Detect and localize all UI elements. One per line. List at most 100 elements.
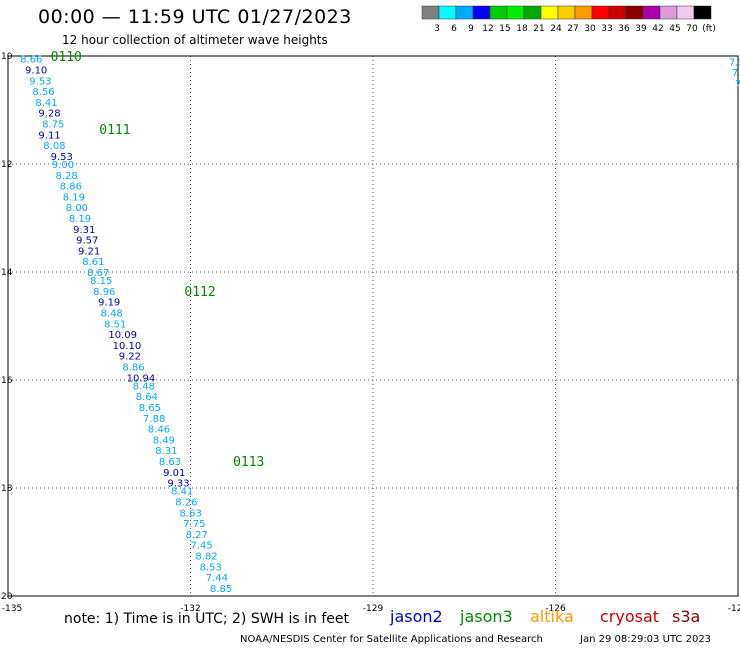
wave-height-label: 9.01 <box>163 468 185 479</box>
satellite-s3a: s3a <box>672 607 701 626</box>
wave-height-label: 8.08 <box>43 141 65 152</box>
plot-frame <box>7 55 739 597</box>
legend-swatch <box>659 5 678 20</box>
credit-line: NOAA/NESDIS Center for Satellite Applica… <box>240 634 543 645</box>
legend-swatch <box>455 5 474 20</box>
wave-height-label: 8.41 <box>171 487 193 498</box>
wave-height-label: 8.19 <box>69 214 91 225</box>
wave-height-label: 8.75 <box>42 120 64 131</box>
legend-label: 3 <box>434 24 440 34</box>
y-tick-label: 12 <box>1 160 12 170</box>
legend-swatch <box>676 5 695 20</box>
altimeter-tracks: 8.669.109.538.568.419.288.759.118.089.53… <box>20 50 740 595</box>
legend-swatch <box>625 5 644 20</box>
color-legend: 3 6 9 12 15 18 21 24 27 30 33 36 39 42 45 70 (ft) <box>421 5 716 34</box>
legend-label: 39 <box>635 24 647 34</box>
wave-height-label: 8.49 <box>153 435 175 446</box>
legend-swatch <box>642 5 661 20</box>
x-tick-label: -135 <box>2 604 22 614</box>
wave-height-label: 8.63 <box>180 508 202 519</box>
wave-height-label: 8.65 <box>139 403 161 414</box>
wave-height-label: 8.28 <box>55 171 77 182</box>
pass-time-label: 0111 <box>99 123 130 138</box>
legend-swatch <box>489 5 508 20</box>
wave-height-label: 9.53 <box>29 76 51 87</box>
wave-height-label: 7.32 <box>735 79 740 90</box>
legend-swatch <box>591 5 610 20</box>
wave-height-label: 7.88 <box>143 414 165 425</box>
wave-height-label: 8.96 <box>93 287 115 298</box>
wave-height-label: 9.00 <box>52 160 74 171</box>
wave-height-label: 8.41 <box>35 98 57 109</box>
y-tick-label: 10 <box>1 52 13 62</box>
x-tick-label: -132 <box>180 604 200 614</box>
wave-height-label: 9.19 <box>98 298 120 309</box>
wave-height-label: 9.33 <box>167 479 189 490</box>
legend-label: (ft) <box>702 24 716 34</box>
satellite-jason2: jason2 <box>390 607 443 626</box>
legend-swatch <box>608 5 627 20</box>
wave-height-label: 8.27 <box>186 530 208 541</box>
legend-swatch <box>438 5 457 20</box>
chart-subtitle: 12 hour collection of altimeter wave hei… <box>62 33 328 47</box>
wave-height-label: 8.64 <box>136 392 158 403</box>
wave-height-label: 8.56 <box>32 87 54 98</box>
legend-swatch <box>557 5 576 20</box>
wave-height-label: 9.11 <box>38 130 60 141</box>
wave-height-label: 9.57 <box>76 236 98 247</box>
legend-label: 30 <box>584 24 596 34</box>
wave-height-label: 8.19 <box>63 192 85 203</box>
wave-height-label: 9.53 <box>51 152 73 163</box>
legend-label: 45 <box>669 24 680 34</box>
legend-swatch <box>472 5 491 20</box>
legend-label: 42 <box>652 24 663 34</box>
satellite-jason3: jason3 <box>460 607 513 626</box>
y-tick-label: 18 <box>1 484 13 494</box>
wave-height-label: 7.98 <box>732 68 740 79</box>
wave-height-label: 8.82 <box>195 552 217 563</box>
legend-label: 18 <box>516 24 528 34</box>
wave-height-label: 9.31 <box>73 225 95 236</box>
legend-label: 27 <box>567 24 578 34</box>
y-tick-label: 14 <box>1 268 13 278</box>
wave-height-label: 8.85 <box>210 584 232 595</box>
generated-timestamp: Jan 29 08:29:03 UTC 2023 <box>580 634 712 645</box>
chart-title: 00:00 — 11:59 UTC 01/27/2023 <box>38 6 352 28</box>
wave-height-label: 10.09 <box>108 330 137 341</box>
wave-height-label: 10.94 <box>127 373 156 384</box>
wave-height-label: 8.53 <box>200 562 222 573</box>
wave-height-label: 8.66 <box>20 55 42 66</box>
x-tick-label: -126 <box>545 604 566 614</box>
satellite-altika: altika <box>530 607 574 626</box>
footer-note: note: 1) Time is in UTC; 2) SWH is in fe… <box>64 611 350 627</box>
legend-label: 70 <box>686 24 698 34</box>
wave-height-label: 7.45 <box>191 541 213 552</box>
legend-label: 33 <box>601 24 612 34</box>
satellite-cryosat: cryosat <box>600 607 660 626</box>
legend-label: 36 <box>618 24 630 34</box>
wave-height-label: 9.10 <box>25 66 47 77</box>
wave-height-label: 7.44 <box>206 573 228 584</box>
wave-height-label: 8.61 <box>82 257 104 268</box>
wave-height-label: 8.48 <box>100 309 122 320</box>
legend-label: 12 <box>482 24 493 34</box>
wave-height-label: 7.75 <box>183 519 205 530</box>
legend-label: 24 <box>550 24 562 34</box>
legend-swatch <box>523 5 542 20</box>
legend-swatch <box>540 5 559 20</box>
wave-height-label: 8.86 <box>122 363 144 374</box>
wave-height-label: 8.15 <box>90 276 112 287</box>
wave-height-label: 8.48 <box>133 381 155 392</box>
pass-time-label: 0113 <box>233 455 264 470</box>
x-tick-label: -129 <box>363 604 384 614</box>
wave-height-label: 9.22 <box>119 352 141 363</box>
x-tick-label: -123 <box>728 604 740 614</box>
legend-label: 6 <box>451 24 457 34</box>
pass-time-label: 0110 <box>51 50 82 65</box>
wave-height-label: 9.21 <box>78 246 100 257</box>
wave-height-label: 10.10 <box>113 341 142 352</box>
wave-height-label: 8.00 <box>66 203 88 214</box>
legend-swatch <box>693 5 712 20</box>
